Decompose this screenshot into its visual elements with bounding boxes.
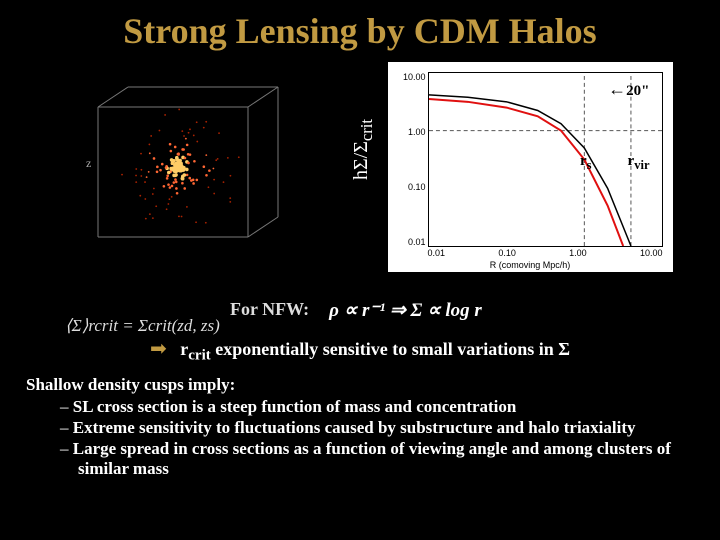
sigma-profile-plot: ←20" rs rvir 0.010.101.0010.00 0.010.101…: [388, 62, 673, 272]
xtick-row: 0.010.101.0010.00: [428, 248, 663, 258]
rs-label: rs: [580, 153, 592, 173]
implication-row: ➡ rcrit exponentially sensitive to small…: [0, 336, 720, 365]
bullet-list: SL cross section is a steep function of …: [26, 397, 694, 480]
plot-xlabel: R (comoving Mpc/h): [388, 260, 673, 270]
formula-left: ⟨Σ⟩rcrit = Σcrit(zd, zs): [65, 316, 220, 336]
body-heading: Shallow density cusps imply:: [26, 375, 235, 394]
bullet-item: Large spread in cross sections as a func…: [78, 439, 694, 480]
page-title: Strong Lensing by CDM Halos: [0, 0, 720, 52]
rvir-label: rvir: [628, 153, 650, 173]
ytick-col: 0.010.101.0010.00: [392, 72, 426, 247]
formula-right: ρ ∝ r⁻¹ ⇒ Σ ∝ log r: [329, 299, 482, 322]
arrow-icon: ➡: [150, 338, 167, 360]
for-nfw-row: For NFW: ρ ∝ r⁻¹ ⇒ Σ ∝ log r: [230, 298, 720, 322]
plot-arrow-20arcsec: ←20": [608, 79, 649, 100]
figure-row: z hΣ/Σcrit ←20" rs rvir 0.010.101.0010.0…: [0, 62, 720, 272]
body-text: Shallow density cusps imply: SL cross se…: [26, 375, 694, 481]
plot-axes: ←20" rs rvir: [428, 72, 663, 247]
bullet-item: SL cross section is a steep function of …: [78, 397, 694, 418]
nbody-cube: z: [48, 67, 293, 267]
svg-text:z: z: [86, 156, 91, 170]
bullet-item: Extreme sensitivity to fluctuations caus…: [78, 418, 694, 439]
plot-ylabel: hΣ/Σcrit: [350, 119, 377, 180]
